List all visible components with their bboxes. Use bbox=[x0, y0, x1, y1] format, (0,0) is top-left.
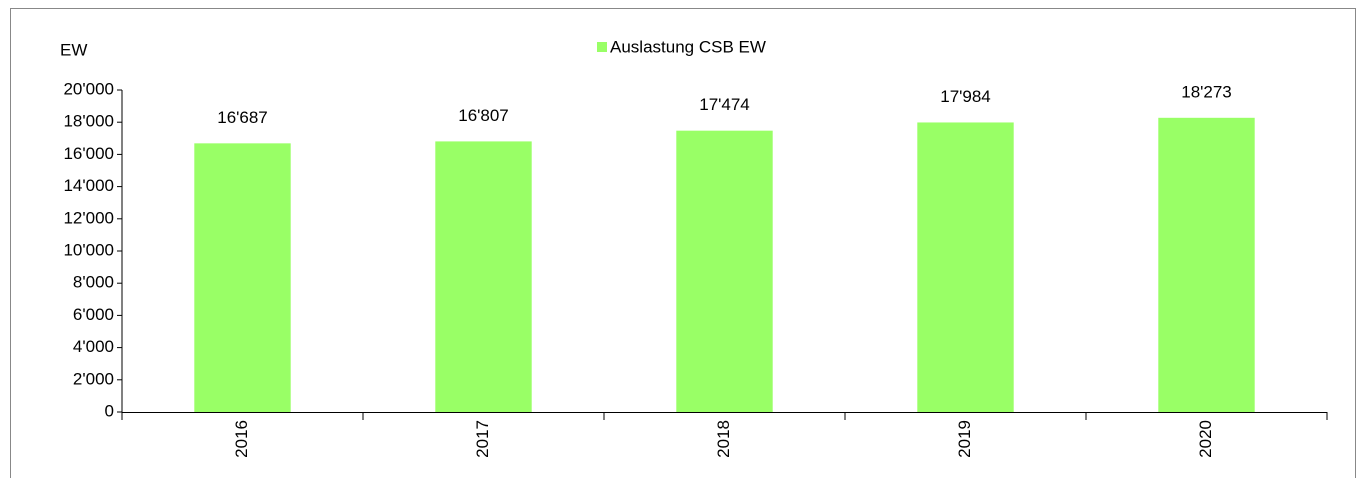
y-tick-label: 4'000 bbox=[73, 337, 114, 356]
y-tick-label: 10'000 bbox=[63, 240, 114, 259]
y-tick-label: 18'000 bbox=[63, 112, 114, 131]
bar bbox=[676, 130, 773, 413]
value-label: 17'984 bbox=[940, 87, 991, 106]
y-tick-label: 16'000 bbox=[63, 144, 114, 163]
value-label: 17'474 bbox=[699, 95, 750, 114]
y-axis-label: EW bbox=[60, 40, 87, 59]
value-label: 16'687 bbox=[217, 108, 268, 127]
bar bbox=[1158, 117, 1255, 413]
x-tick-label: 2018 bbox=[714, 420, 733, 458]
bar bbox=[435, 141, 532, 413]
y-tick-label: 6'000 bbox=[73, 305, 114, 324]
x-tick-label: 2017 bbox=[473, 420, 492, 458]
bar bbox=[917, 122, 1014, 412]
legend-swatch bbox=[597, 42, 607, 52]
value-label: 16'807 bbox=[458, 106, 509, 125]
y-tick-label: 14'000 bbox=[63, 176, 114, 195]
legend-label: Auslastung CSB EW bbox=[610, 37, 766, 56]
y-tick-label: 8'000 bbox=[73, 273, 114, 292]
x-tick-label: 2016 bbox=[232, 420, 251, 458]
y-tick-label: 20'000 bbox=[63, 79, 114, 98]
x-tick-label: 2019 bbox=[955, 420, 974, 458]
value-label: 18'273 bbox=[1181, 82, 1232, 101]
y-tick-label: 12'000 bbox=[63, 208, 114, 227]
y-tick-label: 0 bbox=[105, 401, 114, 420]
y-tick-label: 2'000 bbox=[73, 369, 114, 388]
x-tick-label: 2020 bbox=[1196, 420, 1215, 458]
bar bbox=[194, 143, 291, 412]
